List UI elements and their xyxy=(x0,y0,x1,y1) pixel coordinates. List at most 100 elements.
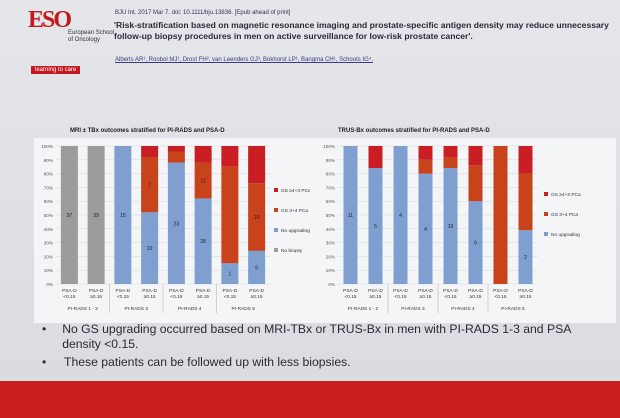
x-tick-label: PSA-D xyxy=(343,288,358,294)
data-label: 39 xyxy=(93,213,99,219)
footer-band xyxy=(0,381,620,418)
data-label: 7 xyxy=(148,183,151,189)
legend-swatch xyxy=(274,208,278,212)
y-tick-label: 100% xyxy=(323,144,335,149)
y-tick-label: 20% xyxy=(44,254,53,259)
x-tick-label: ≥0.15 xyxy=(144,294,156,300)
group-label: PI-RADS 4 xyxy=(178,306,202,312)
y-tick-label: 30% xyxy=(326,241,335,246)
bar-0-6-1 xyxy=(221,263,239,284)
y-tick-label: 90% xyxy=(326,158,335,163)
y-tick-label: 50% xyxy=(326,213,335,218)
y-tick-label: 0% xyxy=(46,282,53,287)
chart-trus-bx: 0% 10% 20% 30% 40% 50% 60% 70% 80% 90% 100% 11 PSA-D… xyxy=(310,138,616,323)
bar-0-0-0 xyxy=(60,146,78,284)
x-tick-label: PSA-D xyxy=(116,288,131,294)
data-label: 12 xyxy=(200,179,206,185)
logo-org-name: European School of Oncology xyxy=(68,30,115,43)
y-tick-label: 80% xyxy=(44,172,53,177)
group-label: PI-RADS 5 xyxy=(232,306,256,312)
logo-mark: ESO xyxy=(28,7,72,33)
bullet-text: These patients can be followed up with l… xyxy=(64,355,351,369)
bar-1-7-1 xyxy=(518,173,533,231)
bar-1-7-2 xyxy=(518,146,533,174)
bullet-item: • These patients can be followed up with … xyxy=(42,355,351,369)
data-label: 28 xyxy=(200,239,206,245)
bar-0-7-3 xyxy=(248,146,266,184)
chart1-title: MRI ± TBx outcomes stratified for PI-RAD… xyxy=(70,128,225,134)
bar-1-2-0 xyxy=(393,146,408,284)
data-label: 10 xyxy=(448,224,454,230)
data-label: 5 xyxy=(374,224,377,230)
bar-0-3-3 xyxy=(141,146,159,158)
y-tick-label: 40% xyxy=(44,227,53,232)
bar-1-5-0 xyxy=(468,201,483,284)
bar-0-6-3 xyxy=(221,146,239,167)
bar-0-6-2 xyxy=(221,166,239,264)
citation: BJU Int. 2017 Mar 7. doi: 10.1111/bju.13… xyxy=(115,10,291,16)
logo-tagline: learning to care xyxy=(31,66,81,74)
group-label: PI-RADS 1 - 2 xyxy=(348,306,379,312)
data-label: 4 xyxy=(424,227,427,233)
bar-1-5-1 xyxy=(468,165,483,202)
x-tick-label: <0.15 xyxy=(494,294,506,300)
chart2-title: TRUS-Bx outcomes stratified for PI-RADS … xyxy=(338,128,490,134)
x-tick-label: PSA-D xyxy=(142,288,157,294)
x-tick-label: ≥0.15 xyxy=(90,294,102,300)
group-label: PI-RADS 4 xyxy=(451,306,475,312)
bullet-text: No GS upgrading occurred based on MRI-TB… xyxy=(62,322,571,351)
bar-1-6-1 xyxy=(493,146,508,284)
bar-1-4-0 xyxy=(443,168,458,284)
bar-1-4-1 xyxy=(443,157,458,169)
data-label: 11 xyxy=(348,213,353,219)
bar-1-7-0 xyxy=(518,230,533,284)
y-tick-label: 70% xyxy=(44,185,53,190)
bar-1-3-1 xyxy=(418,159,433,174)
legend-swatch xyxy=(274,188,278,192)
bar-0-5-2 xyxy=(194,162,212,199)
legend-swatch xyxy=(274,248,278,252)
bar-0-3-2 xyxy=(141,157,159,213)
x-tick-label: PSA-D xyxy=(493,288,508,294)
bar-0-7-1 xyxy=(248,250,266,284)
y-tick-label: 50% xyxy=(44,213,53,218)
y-tick-label: 30% xyxy=(44,241,53,246)
legend-label: GS ≥4+3 PCa xyxy=(281,188,311,194)
bar-1-3-2 xyxy=(418,146,433,160)
bullet-item: • No GS upgrading occurred based on MRI-T… xyxy=(42,322,602,352)
group-label: PI-RADS 3 xyxy=(401,306,425,312)
data-label: 15 xyxy=(120,213,126,219)
data-label: 2 xyxy=(524,255,527,261)
y-tick-label: 90% xyxy=(44,158,53,163)
x-tick-label: ≥0.15 xyxy=(420,294,432,300)
data-label: 37 xyxy=(67,213,73,219)
x-tick-label: <0.15 xyxy=(224,294,236,300)
x-tick-label: PSA-D xyxy=(196,288,211,294)
group-label: PI-RADS 3 xyxy=(125,306,149,312)
legend-swatch xyxy=(544,232,548,236)
x-tick-label: PSA-D xyxy=(468,288,483,294)
x-tick-label: PSA-D xyxy=(443,288,458,294)
legend-label: GS ≥4+3 PCa xyxy=(551,192,581,198)
x-tick-label: <0.15 xyxy=(117,294,129,300)
y-tick-label: 60% xyxy=(44,199,53,204)
legend-label: GS 3+4 PCa xyxy=(281,208,308,214)
y-tick-label: 60% xyxy=(326,199,335,204)
data-label: 6 xyxy=(474,241,477,247)
data-label: 10 xyxy=(254,215,260,221)
data-label: 23 xyxy=(174,221,180,227)
x-tick-label: ≥0.15 xyxy=(520,294,532,300)
x-tick-label: PSA-D xyxy=(62,288,77,294)
bar-1-0-0 xyxy=(343,146,358,284)
x-tick-label: ≥0.15 xyxy=(197,294,209,300)
y-tick-label: 40% xyxy=(326,227,335,232)
y-tick-label: 70% xyxy=(326,185,335,190)
y-tick-label: 10% xyxy=(44,268,53,273)
bar-1-3-0 xyxy=(418,173,433,284)
x-tick-label: PSA-D xyxy=(518,288,533,294)
legend-label: No upgrading xyxy=(281,228,310,234)
bar-0-7-2 xyxy=(248,183,266,251)
authors[interactable]: Alberts AR¹, Roobol MJ¹, Drost FH², van … xyxy=(115,57,373,63)
data-label: 10 xyxy=(147,246,153,252)
